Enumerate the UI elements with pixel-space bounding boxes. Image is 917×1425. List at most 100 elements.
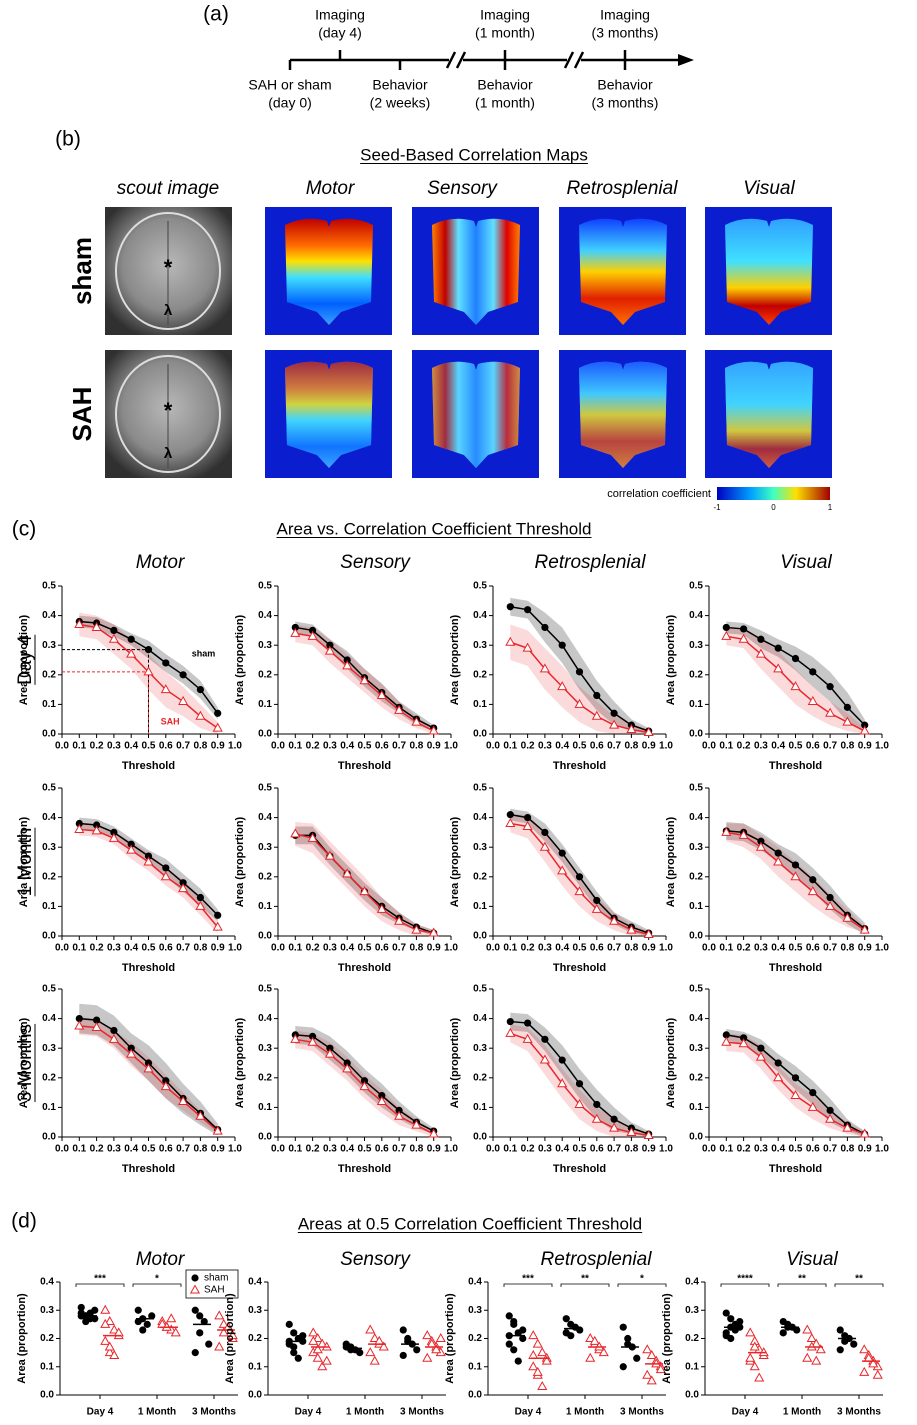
timeline-label: Imaging [315, 7, 365, 23]
y-axis-label: Area (proportion) [18, 816, 30, 907]
x-tick-label: 0.8 [193, 1144, 207, 1155]
marker [722, 1031, 730, 1039]
x-tick-label: 0.8 [840, 943, 854, 954]
marker [428, 927, 439, 937]
x-tick-label: 0.8 [193, 741, 207, 752]
marker [842, 1122, 853, 1132]
timeline-label: Behavior [477, 77, 533, 93]
marker [160, 871, 171, 881]
marker [522, 1033, 533, 1043]
x-tick-label: 1 Month [138, 1407, 176, 1418]
marker [591, 710, 602, 720]
x-tick-label: 0.8 [624, 1144, 638, 1155]
y-tick-label: 0.3 [258, 1043, 272, 1054]
marker [166, 1313, 177, 1323]
marker [825, 1113, 836, 1123]
x-tick-label: Day 4 [295, 1407, 322, 1418]
marker [376, 1095, 387, 1105]
marker [643, 928, 654, 939]
x-tick-label: 0.2 [306, 943, 320, 954]
x-tick-label: 1 Month [783, 1407, 821, 1418]
marker [343, 1059, 351, 1067]
x-tick-label: 0.9 [211, 741, 225, 752]
x-tick-label: 0.3 [107, 741, 121, 752]
column-title: Retrosplenial [535, 552, 647, 573]
marker [376, 903, 387, 913]
x-tick-label: 0.5 [573, 943, 587, 954]
y-tick-label: 0.3 [685, 1305, 699, 1316]
y-tick-label: 0.4 [42, 812, 56, 823]
series-line [79, 828, 219, 928]
marker [195, 710, 206, 720]
marker [376, 689, 387, 700]
y-tick-label: 0.5 [42, 581, 56, 592]
marker [378, 1091, 386, 1100]
x-axis-label: Threshold [769, 962, 822, 974]
y-tick-label: 0.5 [258, 783, 272, 794]
colorbar-tick-label: -1 [713, 503, 721, 512]
error-band [726, 621, 865, 732]
x-tick-label: 0.4 [124, 741, 138, 752]
x-tick-label: 0.7 [823, 943, 837, 954]
marker [422, 1352, 433, 1362]
marker [790, 681, 801, 691]
marker [144, 852, 153, 860]
marker [162, 1077, 170, 1085]
x-tick-label: 0.6 [375, 1144, 389, 1155]
marker [411, 924, 422, 934]
y-tick-label: 0.2 [258, 871, 272, 882]
marker [626, 1127, 637, 1137]
significance-bracket [560, 1283, 610, 1287]
marker [312, 1352, 323, 1362]
marker [139, 1326, 147, 1334]
marker [624, 1334, 632, 1343]
x-tick-label: 0.0 [271, 943, 285, 954]
marker [528, 1361, 539, 1371]
y-tick-label: 0.1 [42, 1102, 56, 1113]
x-tick-label: 0.6 [375, 741, 389, 752]
marker [528, 1349, 539, 1359]
marker [178, 1095, 189, 1105]
marker [655, 1364, 666, 1374]
marker [74, 823, 85, 833]
significance-label: ** [798, 1274, 806, 1285]
marker [162, 864, 170, 872]
y-tick-label: 0.3 [689, 842, 703, 853]
marker [93, 1016, 101, 1024]
y-tick-label: 0.2 [473, 669, 487, 680]
marker [312, 1332, 323, 1342]
marker [506, 1017, 514, 1026]
x-axis-label: Threshold [553, 760, 606, 772]
y-tick-label: 0.0 [42, 729, 56, 740]
x-tick-label: 0.4 [771, 1144, 785, 1155]
marker [532, 1338, 543, 1348]
marker [642, 1369, 653, 1379]
lambda-mark: λ [164, 445, 173, 462]
legend-label: sham [204, 1273, 228, 1284]
marker [196, 1312, 204, 1320]
y-tick-label: 0.0 [473, 931, 487, 942]
marker [285, 1320, 293, 1328]
marker [537, 1347, 548, 1357]
marker [317, 1361, 328, 1371]
column-title: Visual [780, 552, 832, 573]
x-tick-label: 0.9 [642, 1144, 656, 1155]
marker [757, 1044, 765, 1052]
marker [75, 819, 83, 828]
marker [859, 725, 870, 735]
marker [809, 876, 817, 884]
seed-mark: * [164, 255, 173, 280]
significance-label: * [155, 1274, 159, 1285]
timeline-label: Behavior [372, 77, 428, 93]
timeline-label: (day 4) [318, 25, 362, 41]
y-tick-label: 0.4 [40, 1277, 54, 1288]
y-axis-label: Area (proportion) [449, 816, 461, 907]
y-axis-label: Area (proportion) [449, 1017, 461, 1108]
y-tick-label: 0.4 [689, 1013, 703, 1024]
marker [411, 716, 422, 726]
significance-label: **** [737, 1274, 753, 1285]
marker [127, 840, 135, 848]
x-tick-label: 0.2 [737, 741, 751, 752]
marker [749, 1341, 760, 1351]
marker [109, 1349, 120, 1359]
